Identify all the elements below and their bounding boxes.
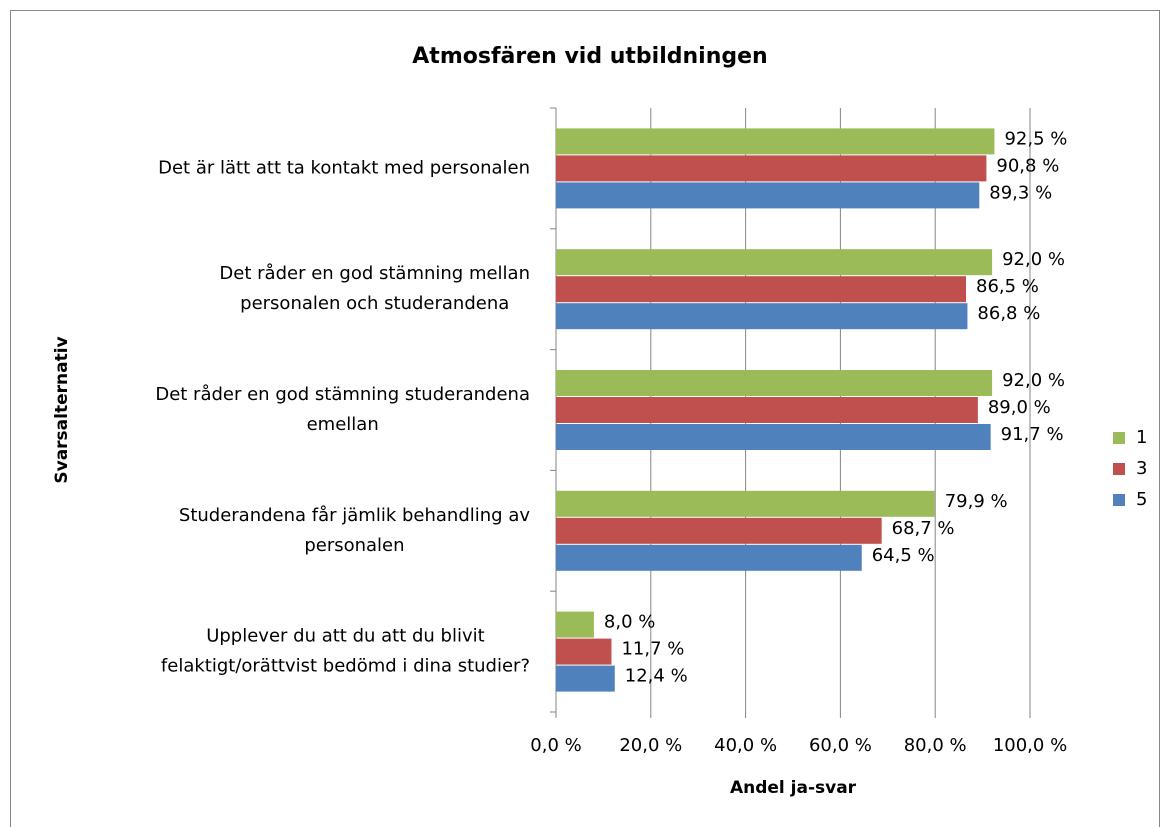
- legend-marker: [1113, 432, 1125, 444]
- bar: [556, 544, 862, 571]
- bar: [556, 303, 968, 330]
- data-label: 92,0 %: [1002, 249, 1065, 270]
- x-tick-label: 0,0 %: [530, 735, 581, 756]
- bar: [556, 397, 978, 423]
- bar: [556, 611, 594, 638]
- bar: [556, 517, 882, 544]
- data-label: 92,5 %: [1004, 128, 1067, 149]
- data-label: 91,7 %: [1001, 424, 1064, 445]
- y-tick-label: Det råder en god stämning studerandena em…: [155, 384, 530, 435]
- chart-title: Atmosfären vid utbildningen: [412, 44, 767, 69]
- x-tick-label: 40,0 %: [714, 735, 777, 756]
- data-label: 92,0 %: [1002, 370, 1065, 391]
- data-label: 79,9 %: [945, 491, 1008, 512]
- y-axis-label: Svarsalternativ: [52, 336, 72, 483]
- x-tick-label: 100,0 %: [993, 735, 1067, 756]
- data-label: 11,7 %: [621, 639, 684, 660]
- bar: [556, 155, 987, 182]
- data-label: 12,4 %: [625, 666, 688, 687]
- legend-label: 3: [1136, 458, 1147, 479]
- legend-label: 1: [1136, 427, 1147, 448]
- x-tick-label: 60,0 %: [809, 735, 872, 756]
- data-label: 86,8 %: [977, 303, 1040, 324]
- bar: [556, 490, 935, 517]
- bar: [556, 665, 615, 692]
- data-label: 89,3 %: [989, 182, 1052, 203]
- legend-label: 5: [1136, 489, 1147, 510]
- legend-marker: [1113, 463, 1125, 475]
- bar: [556, 128, 995, 155]
- bar: [556, 276, 967, 303]
- legend-marker: [1113, 494, 1125, 506]
- y-tick-label: Studerandena får jämlik behandling av per…: [179, 505, 530, 556]
- bar: [556, 638, 612, 665]
- data-label: 64,5 %: [872, 545, 935, 566]
- x-tick-label: 20,0 %: [619, 735, 682, 756]
- y-tick-label: Upplever du att du att du blivit felaktig…: [161, 626, 530, 677]
- y-tick-label: Det råder en god stämning mellan personal…: [219, 263, 530, 314]
- bar: [556, 182, 980, 209]
- data-label: 86,5 %: [976, 276, 1039, 297]
- data-label: 68,7 %: [892, 518, 955, 539]
- data-label: 89,0 %: [988, 397, 1051, 418]
- bar: [556, 370, 993, 396]
- y-tick-label: Det är lätt att ta kontakt med personale…: [158, 157, 530, 178]
- x-tick-label: 80,0 %: [904, 735, 967, 756]
- x-axis-label: Andel ja-svar: [730, 778, 857, 798]
- data-label: 90,8 %: [996, 155, 1059, 176]
- bar: [556, 249, 993, 276]
- data-label: 8,0 %: [604, 612, 655, 633]
- bar: [556, 424, 991, 450]
